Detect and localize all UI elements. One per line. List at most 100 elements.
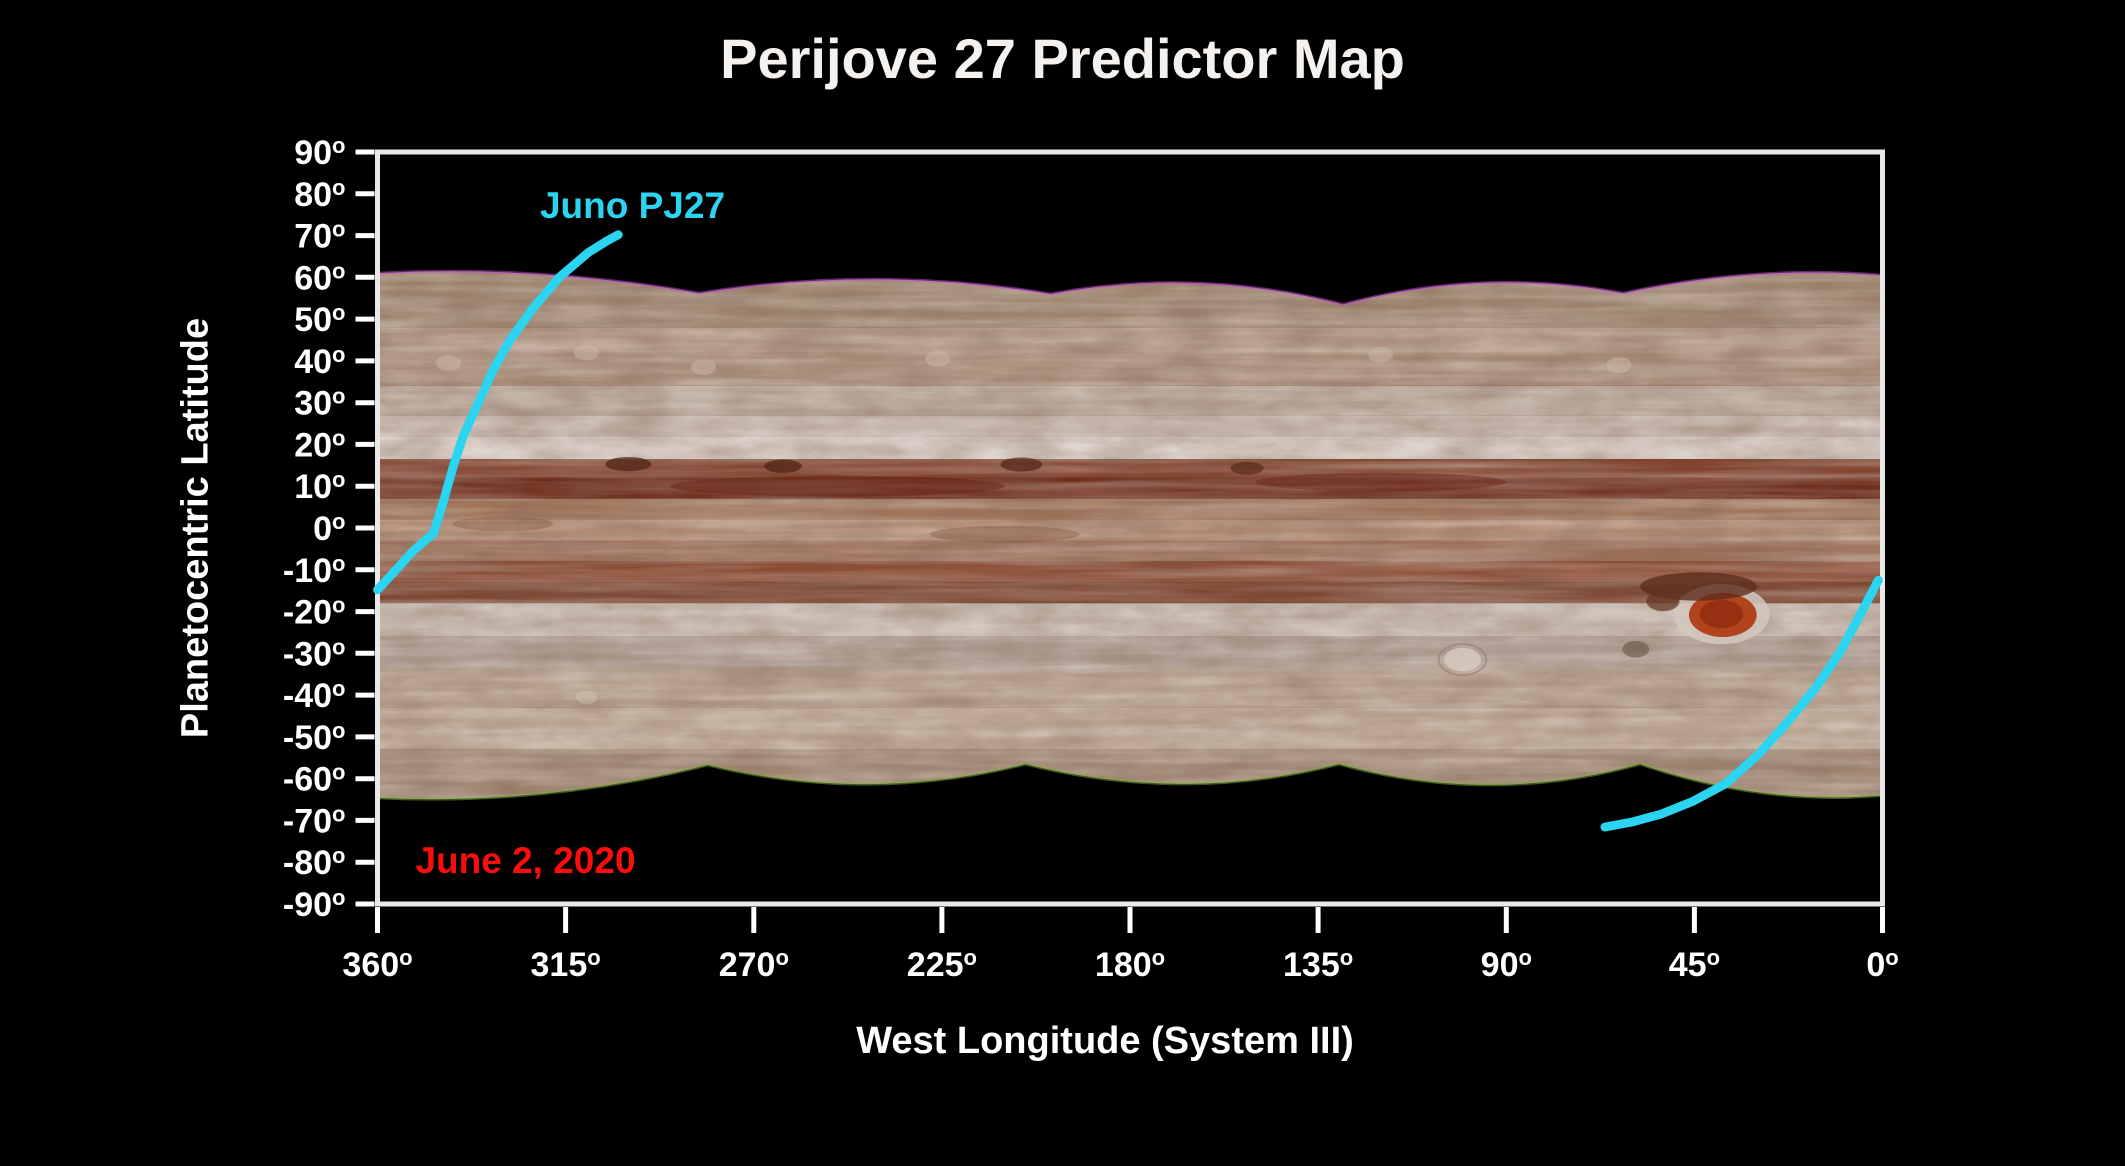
map-bottom-fringe bbox=[377, 762, 1883, 801]
degree-superscript: o bbox=[587, 945, 600, 970]
juno-trajectory-north-ingress bbox=[373, 230, 623, 595]
plot-frame bbox=[375, 149, 1885, 907]
y-tick-label: -70o bbox=[283, 801, 346, 840]
tick-value: -60 bbox=[283, 761, 332, 799]
y-tick-label: -10o bbox=[283, 551, 346, 590]
north-pale-oval-3 bbox=[691, 359, 717, 376]
juno-trajectory-south-egress bbox=[1600, 575, 1883, 832]
tick-value: -10 bbox=[283, 552, 332, 590]
seb-swirl-hook bbox=[1646, 591, 1680, 612]
tick-value: 45 bbox=[1669, 946, 1707, 984]
neb-red-streak-1 bbox=[670, 475, 1005, 497]
tick-value: 270 bbox=[719, 946, 776, 984]
degree-superscript: o bbox=[332, 801, 345, 826]
tick-value: 20 bbox=[294, 426, 332, 464]
y-tick-label: 80o bbox=[294, 175, 345, 214]
tick-value: 0 bbox=[1866, 946, 1885, 984]
neb-barge-4 bbox=[1230, 462, 1264, 475]
y-tick-label: 60o bbox=[294, 258, 345, 297]
y-tick-label: 30o bbox=[294, 384, 345, 423]
x-tick-label: 225o bbox=[907, 945, 977, 984]
tick-value: -30 bbox=[283, 635, 332, 673]
y-tick-label: 50o bbox=[294, 300, 345, 339]
tick-value: -20 bbox=[283, 594, 332, 632]
south-dark-spot bbox=[1622, 640, 1650, 658]
degree-superscript: o bbox=[332, 551, 345, 576]
tick-value: 50 bbox=[294, 301, 332, 339]
degree-superscript: o bbox=[332, 467, 345, 492]
tick-value: 90 bbox=[294, 134, 332, 172]
y-tick-label: 90o bbox=[294, 133, 345, 172]
degree-superscript: o bbox=[332, 634, 345, 659]
south-pale-oval bbox=[575, 690, 598, 704]
tick-value: 225 bbox=[907, 946, 964, 984]
x-tick-label: 360o bbox=[342, 945, 412, 984]
degree-superscript: o bbox=[332, 676, 345, 701]
degree-superscript: o bbox=[1340, 945, 1353, 970]
degree-superscript: o bbox=[1885, 945, 1898, 970]
x-tick-label: 45o bbox=[1669, 945, 1720, 984]
neb-barge-1 bbox=[605, 457, 652, 472]
degree-superscript: o bbox=[332, 175, 345, 200]
y-tick-label: -40o bbox=[283, 676, 346, 715]
neb-barge-3 bbox=[1000, 457, 1043, 472]
north-pale-oval-6 bbox=[1606, 357, 1632, 373]
degree-superscript: o bbox=[332, 342, 345, 367]
y-tick-label: -90o bbox=[283, 885, 346, 924]
tick-value: -80 bbox=[283, 844, 332, 882]
y-tick-label: -60o bbox=[283, 760, 346, 799]
equatorial-streak-2 bbox=[452, 516, 554, 532]
tick-value: -90 bbox=[283, 886, 332, 924]
y-tick-label: -30o bbox=[283, 634, 346, 673]
x-tick-label: 180o bbox=[1095, 945, 1165, 984]
y-tick-label: 40o bbox=[294, 342, 345, 381]
tick-value: 90 bbox=[1481, 946, 1519, 984]
x-tick-label: 315o bbox=[531, 945, 601, 984]
tick-value: 80 bbox=[294, 176, 332, 214]
degree-superscript: o bbox=[332, 384, 345, 409]
degree-superscript: o bbox=[332, 593, 345, 618]
north-pale-oval-4 bbox=[925, 350, 951, 367]
degree-superscript: o bbox=[332, 509, 345, 534]
tick-value: 360 bbox=[342, 946, 399, 984]
degree-superscript: o bbox=[1152, 945, 1165, 970]
x-tick-label: 90o bbox=[1481, 945, 1532, 984]
tick-value: 0 bbox=[313, 510, 332, 548]
y-tick-label: 0o bbox=[313, 509, 345, 548]
degree-superscript: o bbox=[332, 760, 345, 785]
degree-superscript: o bbox=[399, 945, 412, 970]
trajectory-label: Juno PJ27 bbox=[539, 185, 726, 227]
degree-superscript: o bbox=[332, 217, 345, 242]
neb-red-streak-2 bbox=[1255, 472, 1507, 492]
degree-superscript: o bbox=[332, 258, 345, 283]
oval-ba bbox=[1444, 647, 1481, 672]
y-tick-label: 10o bbox=[294, 467, 345, 506]
y-tick-label: -80o bbox=[283, 843, 346, 882]
date-label: June 2, 2020 bbox=[415, 839, 636, 881]
tick-value: 180 bbox=[1095, 946, 1152, 984]
equatorial-streak-1 bbox=[929, 525, 1080, 543]
jupiter-map bbox=[377, 271, 1883, 800]
degree-superscript: o bbox=[332, 300, 345, 325]
north-pale-oval-1 bbox=[436, 355, 462, 371]
map-top-fringe bbox=[377, 269, 1883, 307]
degree-superscript: o bbox=[1518, 945, 1531, 970]
degree-superscript: o bbox=[964, 945, 977, 970]
tick-value: 135 bbox=[1283, 946, 1340, 984]
north-pale-oval-5 bbox=[1368, 346, 1394, 363]
tick-value: 315 bbox=[531, 946, 588, 984]
chart-title: Perijove 27 Predictor Map bbox=[720, 27, 1405, 90]
tick-value: 30 bbox=[294, 385, 332, 423]
great-red-spot-core bbox=[1699, 599, 1744, 629]
y-tick-label: -20o bbox=[283, 593, 346, 632]
tick-value: 70 bbox=[294, 218, 332, 256]
degree-superscript: o bbox=[332, 843, 345, 868]
x-tick-label: 270o bbox=[719, 945, 789, 984]
tick-value: -40 bbox=[283, 677, 332, 715]
x-axis-title: West Longitude (System III) bbox=[856, 1020, 1354, 1062]
oval-ba-ring bbox=[1437, 643, 1488, 677]
tick-value: 60 bbox=[294, 259, 332, 297]
degree-superscript: o bbox=[332, 885, 345, 910]
